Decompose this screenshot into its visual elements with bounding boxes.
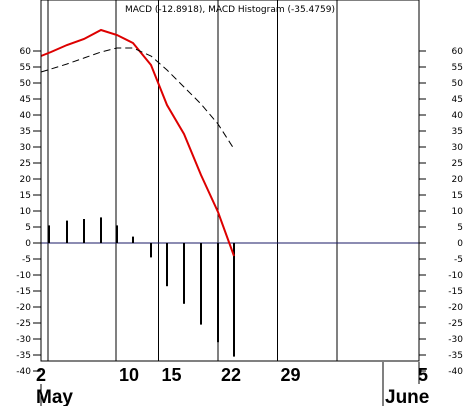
x-tick-label: 2 [36, 365, 46, 385]
y-tick-label: 10 [452, 207, 464, 217]
y-tick-label: 55 [20, 63, 31, 73]
y-tick-label: 40 [452, 111, 464, 121]
x-tick-labels: 2 10 15 22 29 5 [36, 365, 428, 385]
y-tick-label: -20 [16, 303, 31, 313]
y-tick-label: -35 [448, 351, 463, 361]
y-tick-label: 5 [25, 223, 31, 233]
y-tick-label: 60 [452, 47, 464, 57]
month-labels: May June [36, 362, 429, 406]
y-tick-label: 15 [20, 191, 31, 201]
y-tick-label: -35 [16, 351, 31, 361]
y-tick-label: 50 [452, 79, 464, 89]
y-tick-label: 50 [20, 79, 32, 89]
month-label: June [385, 387, 429, 406]
y-tick-label: 30 [452, 143, 464, 153]
y-tick-label: 15 [452, 191, 463, 201]
y-tick-label: 40 [20, 111, 32, 121]
y-tick-label: -25 [448, 319, 463, 329]
y-tick-label: 0 [25, 239, 31, 249]
y-tick-label: -30 [448, 335, 463, 345]
y-tick-label: -40 [16, 367, 31, 377]
x-tick-label: 5 [418, 365, 428, 385]
y-tick-label: 10 [20, 207, 32, 217]
y-tick-label: 35 [20, 127, 31, 137]
y-tick-label: 35 [452, 127, 463, 137]
histogram-bars [48, 217, 235, 357]
y-tick-labels-right: 605550454035302520151050-5-10-15-20-25-3… [419, 47, 463, 377]
series-line-signal [40, 47, 235, 150]
y-tick-label: -5 [454, 255, 463, 265]
y-tick-label: 60 [20, 47, 32, 57]
y-tick-label: -30 [16, 335, 31, 345]
y-tick-label: -20 [448, 303, 463, 313]
x-tick-label: 10 [119, 365, 139, 385]
y-tick-label: 45 [20, 95, 31, 105]
y-tick-label: 30 [20, 143, 32, 153]
grid [47, 0, 338, 361]
x-tick-label: 29 [281, 365, 301, 385]
y-tick-label: 25 [452, 159, 463, 169]
y-tick-label: 55 [452, 63, 463, 73]
series-lines [40, 28, 235, 257]
y-tick-label: -15 [448, 287, 463, 297]
chart-title: MACD (-12.8918), MACD Histogram (-35.475… [125, 5, 335, 15]
plot-frame [40, 0, 420, 362]
y-tick-label: 25 [20, 159, 31, 169]
y-tick-label: -25 [16, 319, 31, 329]
x-tick-label: 15 [162, 365, 182, 385]
y-tick-label: 5 [457, 223, 463, 233]
y-tick-labels-left: 605550454035302520151050-5-10-15-20-25-3… [16, 47, 41, 377]
y-tick-label: 45 [452, 95, 463, 105]
y-tick-label: 20 [20, 175, 32, 185]
x-tick-label: 22 [221, 365, 241, 385]
month-label: May [36, 387, 73, 406]
y-tick-label: -15 [16, 287, 31, 297]
y-tick-label: 20 [452, 175, 464, 185]
y-tick-label: -10 [16, 271, 31, 281]
y-tick-label: -5 [22, 255, 31, 265]
y-tick-label: -40 [448, 367, 463, 377]
series-line-macd [40, 28, 235, 257]
y-tick-label: -10 [448, 271, 463, 281]
y-tick-label: 0 [457, 239, 463, 249]
